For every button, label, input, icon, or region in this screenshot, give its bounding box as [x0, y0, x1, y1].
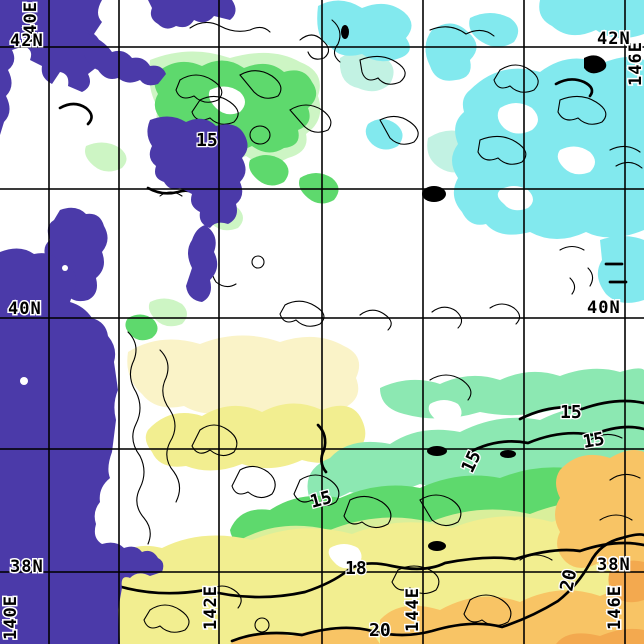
- sst-region: [85, 142, 127, 172]
- contour-line: [359, 55, 406, 85]
- isotherm-20-line: [230, 533, 644, 643]
- contour-line: [251, 255, 265, 269]
- contour-line: [249, 125, 271, 145]
- contour-line: [557, 95, 607, 125]
- contour-line: [175, 74, 223, 103]
- sst-region: [127, 335, 360, 414]
- sst-region: [380, 589, 644, 644]
- isotherm-value-label: 18: [345, 558, 367, 579]
- contour-line: [279, 300, 325, 327]
- lon-label-146e-bottom: 146E: [605, 585, 625, 630]
- contour-line: [209, 585, 242, 609]
- lon-label-140e-top: 140E: [21, 1, 41, 46]
- contour-line: [419, 494, 462, 527]
- contour-line: [143, 604, 190, 633]
- landmass-hokkaido-arm: [84, 32, 166, 86]
- contour-line: [429, 374, 472, 401]
- contour-line: [463, 594, 512, 627]
- contour-line: [604, 262, 628, 284]
- landmass-shimokita: [147, 116, 248, 228]
- contour-knot: [584, 55, 607, 74]
- lon-label-144e-bottom: 144E: [403, 587, 423, 632]
- contour-line: [554, 78, 594, 98]
- sst-region: [317, 0, 412, 62]
- sst-region: [469, 13, 519, 47]
- contour-line: [477, 135, 527, 165]
- sst-region: [608, 560, 644, 603]
- contour-line: [289, 104, 332, 133]
- contour-knot: [428, 541, 446, 551]
- sea-gap: [328, 544, 362, 569]
- sst-region: [145, 403, 366, 471]
- contour-line: [299, 34, 330, 60]
- landmass-hokkaido-top: [148, 0, 236, 29]
- landmass-hokkaido-west: [0, 0, 106, 135]
- contour-line: [239, 70, 282, 99]
- contour-line: [191, 424, 238, 457]
- contour-line: [359, 309, 392, 331]
- sst-region: [556, 628, 644, 644]
- isotherm-value-label: 15: [196, 130, 218, 151]
- contour-line: [254, 617, 270, 633]
- contour-line: [379, 115, 419, 145]
- landmass-honshu: [0, 248, 164, 644]
- isotherm-15-line: [466, 425, 644, 455]
- lat-label-38n-left: 38N: [10, 557, 44, 577]
- contour-line: [127, 331, 151, 545]
- contour-knot: [341, 25, 349, 39]
- isotherm-value-label: 15: [560, 402, 582, 423]
- sst-region: [425, 23, 477, 81]
- lon-label-140e-bottom: 140E: [1, 595, 21, 640]
- land-masses: [0, 0, 248, 644]
- isotherm-value-label: 20: [556, 567, 581, 593]
- sst-color-regions: [85, 0, 644, 644]
- lake: [62, 265, 68, 271]
- contour-line: [159, 349, 181, 503]
- contour-line: [493, 64, 539, 93]
- contour-line: [429, 26, 495, 37]
- isotherm-value-label: 15: [581, 428, 606, 452]
- sst-region: [365, 119, 403, 150]
- lat-label-40n-left: 40N: [8, 299, 42, 319]
- contour-line: [559, 245, 594, 295]
- sea-gap: [497, 103, 538, 134]
- contour-line: [489, 303, 521, 325]
- lat-label-38n-right: 38N: [597, 555, 631, 575]
- contour-line: [589, 433, 623, 441]
- isotherm-value-label: 20: [369, 620, 391, 641]
- contour-line: [331, 19, 341, 63]
- sst-region: [249, 155, 289, 186]
- lon-label-146e-top: 146E: [626, 41, 644, 86]
- sst-region: [539, 0, 644, 39]
- contour-knot: [422, 186, 446, 202]
- lake: [20, 377, 28, 385]
- lat-label-40n-right: 40N: [587, 298, 621, 318]
- contour-knot: [500, 450, 516, 458]
- sea-gap: [557, 146, 595, 175]
- lat-label-42n-left: 42N: [10, 31, 44, 51]
- lon-label-142e-bottom: 142E: [201, 585, 221, 630]
- landmass-shimokita-handle: [186, 225, 218, 302]
- sst-region: [148, 298, 187, 327]
- contour-knot: [427, 446, 447, 456]
- lat-label-42n-right: 42N: [597, 29, 631, 49]
- contour-line: [58, 102, 93, 126]
- contour-line: [343, 495, 392, 529]
- sea-gap: [428, 400, 462, 425]
- sst-region: [125, 314, 158, 341]
- sst-region: [597, 236, 644, 303]
- isotherm-18-line: [116, 541, 644, 599]
- contour-line: [391, 565, 440, 595]
- contour-line: [431, 306, 463, 329]
- contour-line: [231, 465, 276, 499]
- contour-line: [189, 21, 271, 33]
- sst-region: [230, 627, 380, 644]
